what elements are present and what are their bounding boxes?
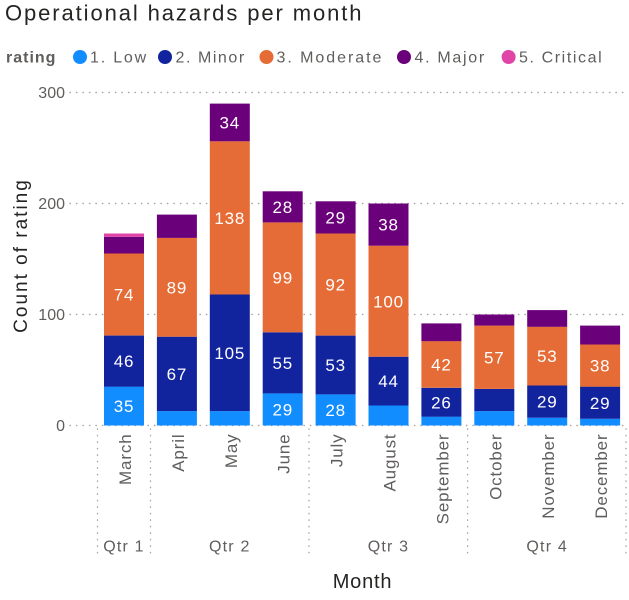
svg-text:May: May: [222, 434, 241, 469]
svg-text:Qtr 4: Qtr 4: [526, 539, 568, 556]
svg-text:200: 200: [38, 196, 65, 213]
svg-text:Count of rating: Count of rating: [11, 178, 32, 333]
svg-text:Month: Month: [333, 571, 393, 593]
svg-text:53: 53: [537, 347, 558, 366]
svg-text:74: 74: [114, 286, 135, 305]
svg-text:0: 0: [56, 418, 65, 435]
svg-text:29: 29: [590, 394, 611, 413]
svg-text:4. Major: 4. Major: [415, 49, 486, 66]
svg-text:53: 53: [325, 356, 346, 375]
svg-text:99: 99: [272, 268, 293, 287]
svg-text:November: November: [539, 434, 558, 519]
svg-text:35: 35: [114, 397, 135, 416]
svg-text:29: 29: [325, 209, 346, 228]
svg-text:3. Moderate: 3. Moderate: [277, 49, 384, 66]
svg-text:89: 89: [167, 278, 188, 297]
svg-text:1. Low: 1. Low: [90, 49, 148, 66]
svg-text:300: 300: [38, 85, 65, 102]
svg-text:44: 44: [378, 372, 399, 391]
svg-text:Qtr 2: Qtr 2: [209, 539, 251, 556]
svg-text:46: 46: [114, 352, 135, 371]
svg-text:August: August: [381, 434, 400, 492]
svg-text:26: 26: [431, 393, 452, 412]
svg-text:67: 67: [167, 365, 188, 384]
svg-text:April: April: [169, 434, 188, 472]
svg-text:42: 42: [431, 356, 452, 375]
svg-text:September: September: [433, 434, 452, 525]
svg-text:Qtr 3: Qtr 3: [368, 539, 410, 556]
svg-text:100: 100: [373, 292, 404, 311]
svg-text:57: 57: [484, 348, 505, 367]
svg-text:34: 34: [220, 114, 241, 133]
svg-text:38: 38: [378, 216, 399, 235]
svg-text:rating: rating: [6, 49, 56, 66]
svg-text:29: 29: [537, 393, 558, 412]
svg-text:2. Minor: 2. Minor: [176, 49, 246, 66]
svg-text:38: 38: [590, 357, 611, 376]
svg-text:138: 138: [214, 209, 245, 228]
svg-text:June: June: [275, 434, 294, 474]
svg-text:5. Critical: 5. Critical: [519, 49, 603, 66]
svg-text:28: 28: [272, 198, 293, 217]
svg-text:28: 28: [325, 401, 346, 420]
svg-text:March: March: [116, 434, 135, 485]
svg-text:55: 55: [272, 354, 293, 373]
svg-text:100: 100: [38, 307, 65, 324]
svg-text:Qtr 1: Qtr 1: [103, 539, 145, 556]
svg-text:July: July: [328, 434, 347, 468]
svg-text:29: 29: [272, 401, 293, 420]
svg-text:Operational hazards per month: Operational hazards per month: [5, 1, 363, 26]
svg-text:October: October: [486, 434, 505, 500]
svg-text:December: December: [592, 434, 611, 519]
svg-text:92: 92: [325, 276, 346, 295]
svg-text:105: 105: [214, 344, 245, 363]
